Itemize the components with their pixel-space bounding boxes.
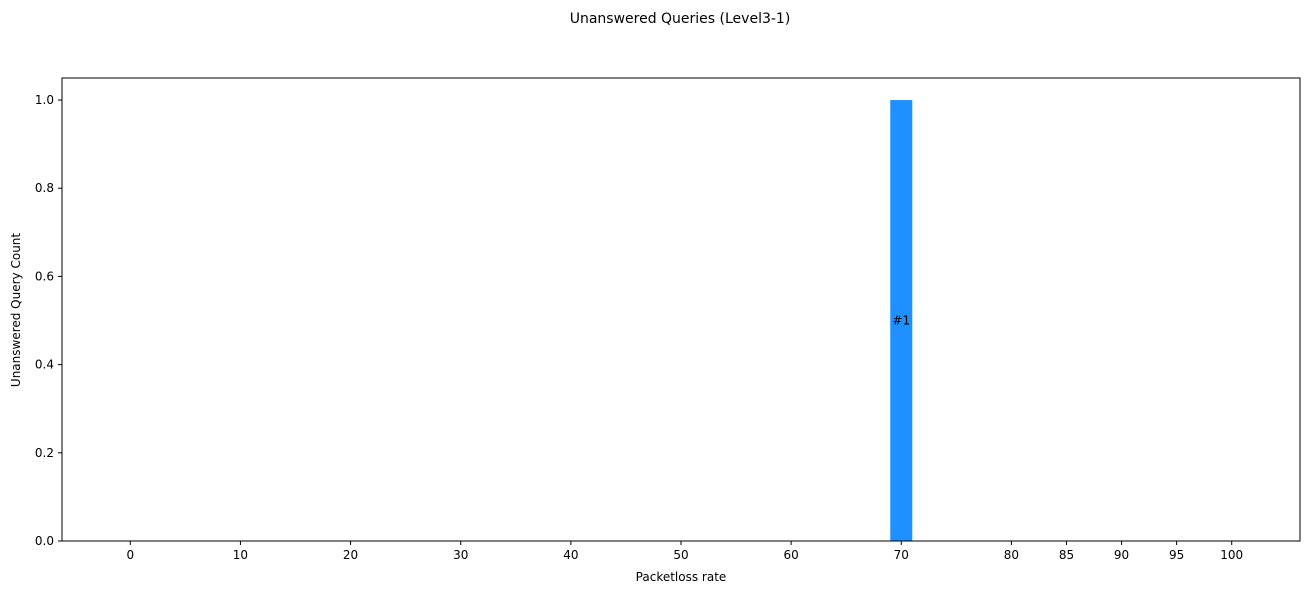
x-tick-label: 40	[563, 548, 578, 562]
y-tick-label: 0.0	[35, 534, 54, 548]
x-tick-label: 95	[1169, 548, 1184, 562]
bars-group	[890, 100, 913, 542]
x-tick-label: 10	[233, 548, 248, 562]
x-tick-label: 70	[894, 548, 909, 562]
y-axis-label: Unanswered Query Count	[9, 233, 23, 387]
x-tick-label: 60	[784, 548, 799, 562]
bar-70	[890, 100, 913, 542]
y-tick-label: 0.8	[35, 181, 54, 195]
x-tick-label: 0	[126, 548, 134, 562]
x-axis-ticks: 0 10 20 30 40 50 60 70 80 85 90 95 100	[126, 541, 1243, 562]
x-tick-label: 20	[343, 548, 358, 562]
y-axis-ticks: 0.0 0.2 0.4 0.6 0.8 1.0	[35, 93, 62, 548]
y-tick-label: 0.6	[35, 269, 54, 283]
x-tick-label: 30	[453, 548, 468, 562]
bar-labels-group: #1	[892, 314, 910, 328]
plot-area-frame	[61, 77, 1301, 542]
x-axis-label: Packetloss rate	[636, 570, 727, 584]
x-tick-label: 90	[1114, 548, 1129, 562]
x-tick-label: 100	[1220, 548, 1243, 562]
chart-title: Unanswered Queries (Level3-1)	[570, 11, 791, 27]
x-tick-label: 85	[1059, 548, 1074, 562]
x-tick-label: 50	[673, 548, 688, 562]
y-tick-label: 1.0	[35, 93, 54, 107]
x-tick-label: 80	[1004, 548, 1019, 562]
y-tick-label: 0.4	[35, 358, 54, 372]
bar-label-70: #1	[892, 314, 910, 328]
y-tick-label: 0.2	[35, 446, 54, 460]
